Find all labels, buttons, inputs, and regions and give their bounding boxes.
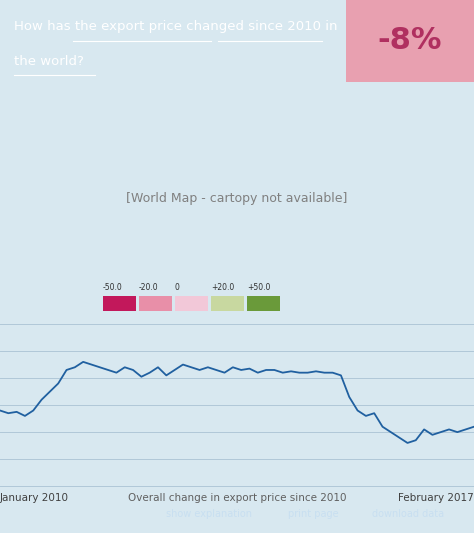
Text: Overall change in export price since 2010: Overall change in export price since 201…: [128, 493, 346, 503]
Text: [World Map - cartopy not available]: [World Map - cartopy not available]: [126, 192, 348, 205]
Bar: [103, 296, 136, 311]
Bar: [211, 296, 244, 311]
Bar: [139, 296, 172, 311]
Text: +20.0: +20.0: [211, 284, 234, 293]
Bar: [175, 296, 208, 311]
Text: print page: print page: [288, 508, 338, 519]
Text: download data: download data: [372, 508, 444, 519]
Text: -8%: -8%: [378, 26, 442, 55]
FancyBboxPatch shape: [346, 0, 474, 82]
Text: January 2010: January 2010: [0, 493, 69, 503]
Text: 0: 0: [175, 284, 180, 293]
Text: the world?: the world?: [14, 55, 84, 68]
Text: -50.0: -50.0: [103, 284, 123, 293]
Text: February 2017: February 2017: [398, 493, 474, 503]
Text: show explanation: show explanation: [165, 508, 252, 519]
Bar: [247, 296, 280, 311]
Text: -20.0: -20.0: [139, 284, 158, 293]
Text: How has the export price changed since 2010 in: How has the export price changed since 2…: [14, 20, 337, 34]
Text: +50.0: +50.0: [247, 284, 270, 293]
